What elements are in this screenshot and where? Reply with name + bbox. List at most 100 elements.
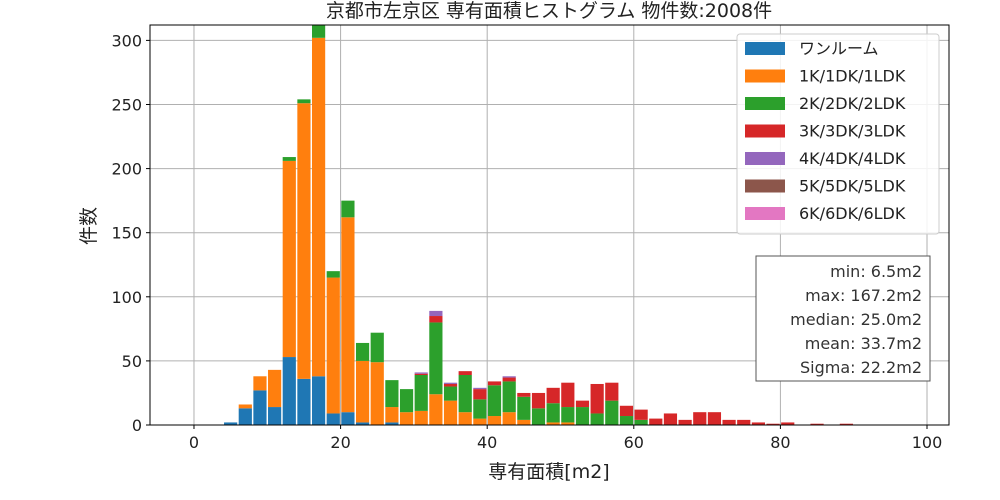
bar-segment xyxy=(385,380,399,408)
x-tick-label: 80 xyxy=(770,433,790,452)
bar-segment xyxy=(268,407,282,425)
legend-swatch xyxy=(745,69,785,83)
plot-area-frame xyxy=(149,24,950,426)
bar-segment xyxy=(326,277,340,414)
bar-segment xyxy=(751,422,766,425)
stats-line: min: 6.5m2 xyxy=(830,262,922,281)
bar-segment xyxy=(341,412,355,425)
legend-label: 1K/1DK/1LDK xyxy=(799,67,906,86)
bar-segment xyxy=(355,360,370,423)
bar-segment xyxy=(517,396,531,420)
legend-label: 6K/6DK/6LDK xyxy=(799,204,906,223)
bar-segment xyxy=(311,376,326,425)
bar-segment xyxy=(590,413,604,425)
bar-segment xyxy=(707,412,722,425)
bar-segment xyxy=(297,103,311,379)
legend-swatch xyxy=(745,152,785,165)
x-tick-label: 0 xyxy=(189,433,199,452)
y-tick-label: 250 xyxy=(111,95,142,114)
bar-segment xyxy=(414,410,428,425)
bar-segment xyxy=(693,412,707,425)
bar-segment xyxy=(443,400,458,425)
legend: ワンルーム 1K/1DK/1LDK 2K/2DK/2LDK 3K/3DK/3LDK 4K… xyxy=(736,33,940,235)
bar-segment xyxy=(766,423,780,425)
legend-label: 3K/3DK/3LDK xyxy=(799,122,906,141)
bar-segment xyxy=(341,200,355,218)
bar-segment xyxy=(517,392,531,397)
bar-segment xyxy=(429,394,443,425)
stats-box: min: 6.5m2 max: 167.2m2 median: 25.0m2 mean… xyxy=(755,255,931,382)
bar-segment xyxy=(531,392,546,409)
y-tick-label: 100 xyxy=(111,288,142,307)
bar-segment xyxy=(326,413,340,425)
bar-segment xyxy=(385,407,399,423)
bar-segment xyxy=(253,376,267,391)
bar-segment xyxy=(443,382,458,384)
legend-swatch xyxy=(745,207,785,220)
bar-segment xyxy=(297,99,311,104)
bar-segment xyxy=(590,383,604,414)
bar-segment xyxy=(311,37,326,377)
bar-segment xyxy=(502,412,516,425)
legend-swatch xyxy=(745,42,785,55)
bar-segment xyxy=(546,387,560,404)
bar-segment xyxy=(443,386,458,401)
bar-segment xyxy=(561,422,575,425)
bar-segment xyxy=(253,390,267,425)
bar-segment xyxy=(737,419,751,425)
bar-segment xyxy=(781,422,795,425)
y-tick-label: 200 xyxy=(111,160,142,179)
bar-segment xyxy=(487,381,502,386)
bar-segment xyxy=(238,404,252,409)
bar-segment xyxy=(473,387,487,390)
bar-segment xyxy=(326,271,340,278)
bar-segment xyxy=(634,409,648,420)
legend-swatch xyxy=(745,124,785,138)
bar-segment xyxy=(399,412,414,425)
bar-segment xyxy=(414,373,428,375)
y-axis-ticks: 0 50 100 150 200 250 300 xyxy=(111,31,150,435)
bar-segment xyxy=(502,377,516,382)
x-tick-label: 40 xyxy=(477,433,497,452)
bar-segment xyxy=(385,422,399,425)
bar-segment xyxy=(443,383,458,387)
y-tick-label: 0 xyxy=(132,416,142,435)
bar-segment xyxy=(399,389,414,413)
legend-swatch xyxy=(745,97,785,110)
bar-segment xyxy=(429,316,443,323)
y-tick-label: 300 xyxy=(111,31,142,50)
bar-segment xyxy=(311,25,326,38)
bar-segment xyxy=(297,378,311,425)
bar-segment xyxy=(268,369,282,408)
bar-segment xyxy=(619,405,634,417)
x-axis-ticks: 0 20 40 60 80 100 xyxy=(189,425,942,452)
bar-segment xyxy=(282,357,296,425)
stats-frame xyxy=(755,255,931,382)
bar-segment xyxy=(429,322,443,395)
legend-label: ワンルーム xyxy=(799,39,879,58)
stats-line: Sigma: 22.2m2 xyxy=(800,358,922,377)
bar-segment xyxy=(487,385,502,417)
bar-segment xyxy=(605,382,619,401)
bar-segment xyxy=(722,419,736,425)
stats-line: mean: 33.7m2 xyxy=(805,334,922,353)
bar-segment xyxy=(355,422,370,425)
bar-segment xyxy=(458,371,472,375)
y-tick-label: 150 xyxy=(111,224,142,243)
bar-segment xyxy=(619,416,634,425)
x-axis-label: 専有面積[m2] xyxy=(488,461,609,483)
bar-segment xyxy=(561,407,575,423)
bar-segment xyxy=(224,422,238,425)
bar-segment xyxy=(561,382,575,408)
bar-segment xyxy=(487,416,502,425)
bar-segment xyxy=(575,407,590,425)
stats-line: max: 167.2m2 xyxy=(805,286,922,305)
legend-swatch xyxy=(745,179,785,193)
bar-segment xyxy=(341,217,355,413)
bar-segment xyxy=(839,423,853,425)
bar-segment xyxy=(502,381,516,413)
legend-label: 5K/5DK/5LDK xyxy=(799,177,906,196)
bar-segment xyxy=(370,362,384,425)
x-tick-label: 100 xyxy=(912,433,943,452)
